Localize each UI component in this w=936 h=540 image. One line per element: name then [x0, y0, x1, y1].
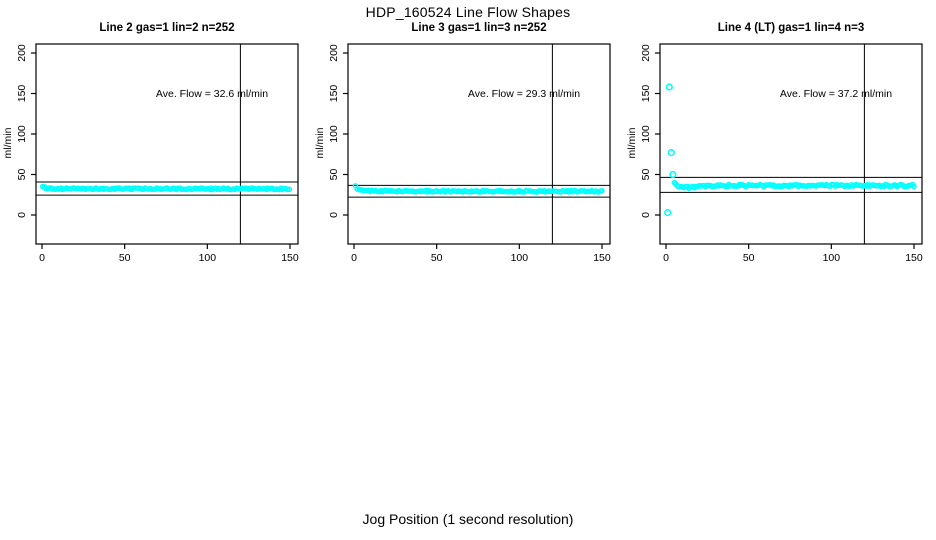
y-axis-label: ml/min	[314, 127, 326, 158]
y-tick-label: 50	[16, 169, 28, 181]
plot-panel-line2: Line 2 gas=1 lin=2 n=252 ml/min 0 50 100 15…	[0, 0, 312, 280]
y-tick-label: 100	[16, 125, 28, 143]
x-tick-label: 100	[511, 252, 529, 264]
axis-ticks: 0 50 100 150 0 50 100 150 200	[640, 44, 923, 264]
x-tick-label: 50	[119, 252, 131, 264]
axis-ticks: 0 50 100 150 0 50 100 150 200	[16, 44, 299, 264]
plot-content: 0 50 100 150 0 50 100 150 200	[640, 43, 923, 264]
x-tick-label: 0	[39, 252, 45, 264]
y-tick-label: 0	[328, 212, 340, 218]
panel-title: Line 4 (LT) gas=1 lin=4 n=3	[718, 22, 864, 34]
y-tick-label: 0	[640, 212, 652, 218]
plot-panel-line4: Line 4 (LT) gas=1 lin=4 n=3 ml/min 0 50 10…	[624, 0, 936, 280]
ave-flow-label: Ave. Flow = 37.2 ml/min	[780, 88, 892, 100]
y-tick-label: 50	[328, 169, 340, 181]
outlier-point	[664, 209, 672, 217]
x-tick-label: 0	[663, 252, 669, 264]
x-tick-label: 100	[199, 252, 217, 264]
data-points-group	[352, 183, 605, 195]
y-tick-label: 150	[640, 85, 652, 103]
axis-ticks: 0 50 100 150 0 50 100 150 200	[328, 44, 611, 264]
y-tick-label: 200	[16, 44, 28, 62]
chart-title: HDP_160524 Line Flow Shapes	[365, 4, 571, 20]
plot-box	[35, 43, 299, 245]
plot-box	[659, 43, 923, 245]
x-tick-label: 0	[351, 252, 357, 264]
y-tick-label: 200	[328, 44, 340, 62]
x-axis-label: Jog Position (1 second resolution)	[362, 511, 574, 527]
plot-box	[347, 43, 611, 245]
plot-panel-line3: Line 3 gas=1 lin=3 n=252 ml/min 0 50 100 15…	[312, 0, 624, 280]
plot-content: 0 50 100 150 0 50 100 150 200	[328, 43, 611, 264]
plot-svg-line2: Line 2 gas=1 lin=2 n=252 ml/min 0 50 100 15…	[2, 22, 299, 264]
data-points-group	[664, 83, 917, 217]
ave-flow-label: Ave. Flow = 29.3 ml/min	[468, 88, 580, 100]
y-tick-label: 200	[640, 44, 652, 62]
y-tick-label: 100	[328, 125, 340, 143]
x-tick-label: 150	[905, 252, 923, 264]
y-tick-label: 50	[640, 169, 652, 181]
y-tick-label: 150	[16, 85, 28, 103]
y-axis-label: ml/min	[626, 127, 638, 158]
x-tick-label: 50	[743, 252, 755, 264]
plot-svg-line3: Line 3 gas=1 lin=3 n=252 ml/min 0 50 100 15…	[314, 22, 611, 264]
data-points-group	[39, 183, 293, 193]
outlier-point	[665, 83, 673, 91]
x-tick-label: 100	[823, 252, 841, 264]
panel-title: Line 3 gas=1 lin=3 n=252	[411, 22, 546, 34]
x-tick-label: 150	[281, 252, 299, 264]
ave-flow-label: Ave. Flow = 32.6 ml/min	[156, 88, 268, 100]
x-tick-label: 150	[593, 252, 611, 264]
panel-title: Line 2 gas=1 lin=2 n=252	[99, 22, 234, 34]
y-axis-label: ml/min	[2, 127, 14, 158]
outlier-point	[669, 170, 677, 179]
y-tick-label: 150	[328, 85, 340, 103]
plot-svg-line4: Line 4 (LT) gas=1 lin=4 n=3 ml/min 0 50 10…	[626, 22, 923, 264]
outlier-point	[667, 149, 675, 157]
plot-content: 0 50 100 150 0 50 100 150 200	[16, 43, 299, 264]
y-tick-label: 0	[16, 212, 28, 218]
y-tick-label: 100	[640, 125, 652, 143]
x-tick-label: 50	[431, 252, 443, 264]
